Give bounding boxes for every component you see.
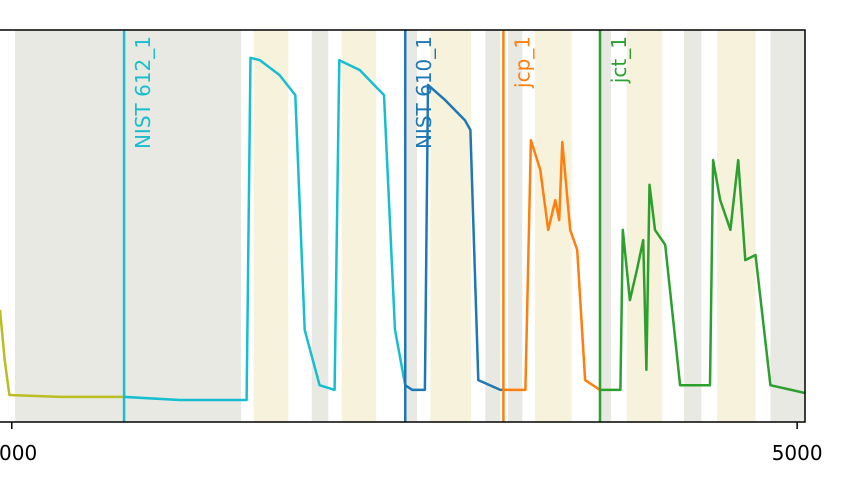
region [430,30,472,422]
region [717,30,756,422]
marker-label: NIST 610_1 [412,36,436,149]
region [534,30,572,422]
region [341,30,377,422]
marker-label: NIST 612_1 [131,36,155,149]
plot-frame [0,29,806,423]
series-line [600,158,806,395]
series-line [404,83,504,392]
region [626,30,663,422]
region [598,30,612,422]
region [684,30,702,422]
series-line [124,56,407,402]
marker-label: jct_1 [607,36,631,84]
region [485,30,501,422]
x-tick-label: 4000 [0,441,37,465]
region [508,30,523,422]
series-line [503,138,601,392]
region [253,30,289,422]
region [405,30,418,422]
region [770,30,805,422]
series-line [0,309,125,399]
region [14,30,242,422]
x-tick-label: 5000 [772,441,823,465]
region [311,30,329,422]
marker-label: jcp_1 [510,36,534,89]
